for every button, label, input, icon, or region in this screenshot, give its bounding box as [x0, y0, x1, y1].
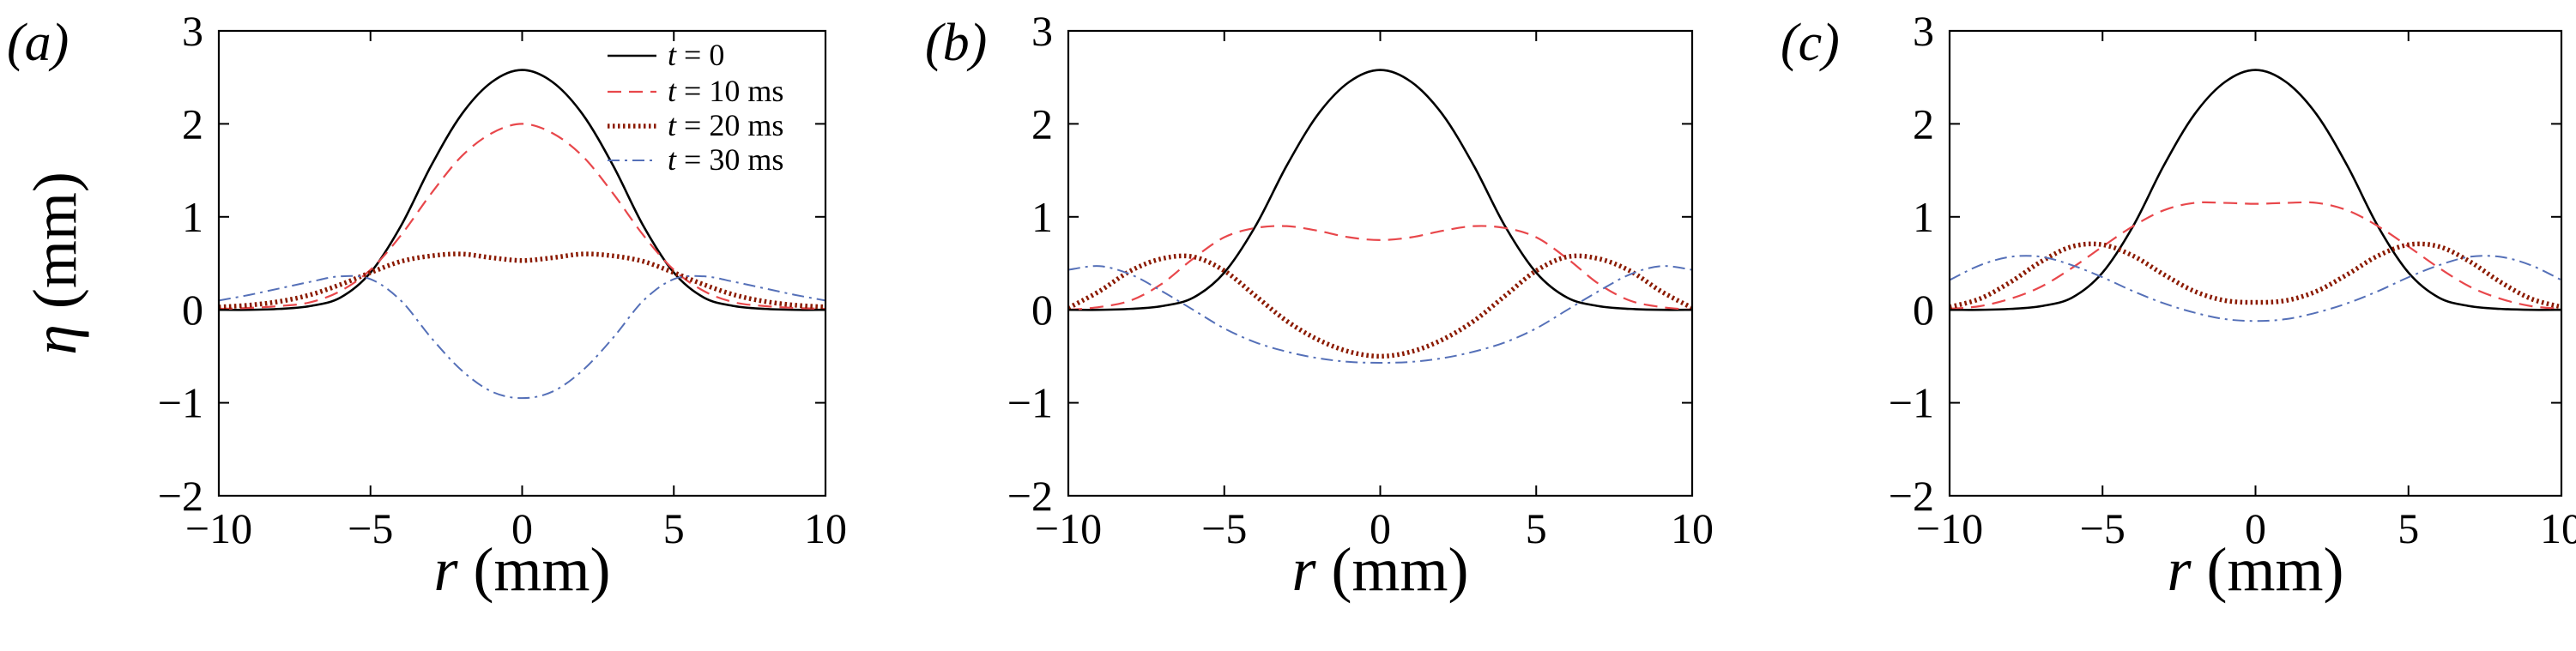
legend-entry-label: t = 10 ms	[668, 74, 783, 108]
x-tick-label: −5	[348, 504, 393, 552]
series-line-t10	[1950, 202, 2561, 309]
panel-label: (c)	[1781, 14, 1840, 72]
series-line-t0	[1068, 70, 1692, 310]
y-tick-label: 2	[182, 99, 203, 148]
y-tick-label: 0	[1031, 286, 1053, 334]
panel-label: (a)	[7, 14, 69, 72]
x-tick-label: −5	[2080, 504, 2126, 552]
x-axis-label: r (mm)	[1292, 535, 1469, 604]
x-axis-label: r (mm)	[2168, 535, 2344, 604]
x-tick-label: 5	[2398, 504, 2419, 552]
y-tick-label: 0	[182, 286, 203, 334]
y-tick-label: 3	[1913, 7, 1934, 55]
series-line-t20	[1950, 244, 2561, 307]
series-line-t20	[219, 254, 825, 307]
y-tick-label: 2	[1913, 99, 1934, 148]
x-tick-label: 10	[2540, 504, 2576, 552]
y-tick-label: −2	[1007, 472, 1053, 520]
legend-entry-label: t = 30 ms	[668, 142, 783, 177]
legend-entry-label: t = 0	[668, 38, 724, 72]
x-tick-label: 10	[1671, 504, 1714, 552]
plot-frame	[1068, 31, 1692, 496]
y-tick-label: 0	[1913, 286, 1934, 334]
y-tick-label: −1	[1889, 379, 1934, 427]
legend-entry-label: t = 20 ms	[668, 108, 783, 142]
panel-label: (b)	[925, 14, 987, 72]
y-tick-label: 1	[1031, 193, 1053, 241]
series-line-t10	[1068, 226, 1692, 310]
y-axis-label: η (mm)	[21, 172, 89, 355]
y-tick-label: 1	[1913, 193, 1934, 241]
series-line-t30	[1950, 256, 2561, 321]
legend: t = 0t = 10 mst = 20 mst = 30 ms	[608, 38, 783, 177]
x-tick-label: −5	[1201, 504, 1247, 552]
y-tick-label: −1	[158, 379, 203, 427]
y-tick-label: 3	[1031, 7, 1053, 55]
y-tick-label: −2	[1889, 472, 1934, 520]
x-axis-label: r (mm)	[434, 535, 611, 604]
series-line-t30	[1068, 266, 1692, 363]
x-tick-label: 10	[804, 504, 847, 552]
y-tick-label: 1	[182, 193, 203, 241]
x-tick-label: 5	[1526, 504, 1547, 552]
x-tick-label: 5	[663, 504, 685, 552]
y-tick-label: −1	[1007, 379, 1053, 427]
y-tick-label: −2	[158, 472, 203, 520]
y-tick-label: 2	[1031, 99, 1053, 148]
series-line-t0	[1950, 70, 2561, 310]
y-tick-label: 3	[182, 7, 203, 55]
